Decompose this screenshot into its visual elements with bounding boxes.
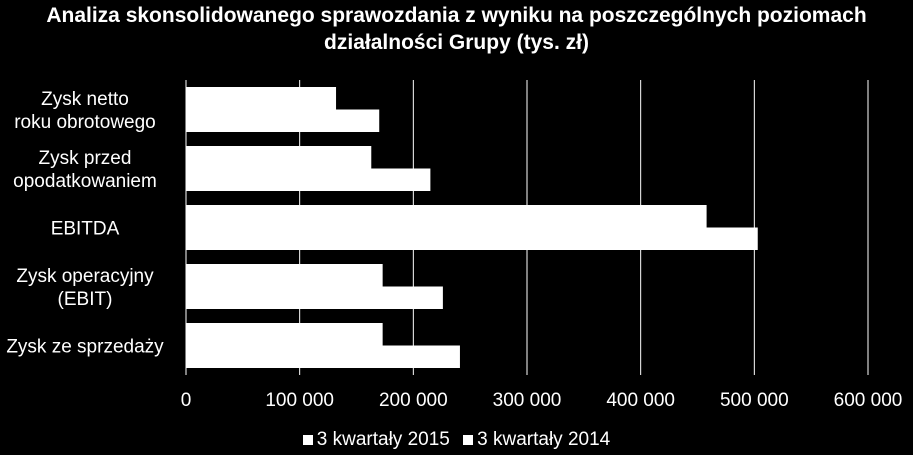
- legend-swatch-2015: [302, 435, 313, 445]
- bar-2-series-1: [186, 227, 758, 250]
- chart-legend: 3 kwartały 2015 3 kwartały 2014: [0, 429, 913, 451]
- category-label-3: Zysk operacyjny (EBIT): [16, 266, 154, 310]
- bar-4-series-1: [186, 345, 460, 368]
- x-tick-label-2: 200 000: [379, 390, 448, 411]
- legend-item-2014: 3 kwartały 2014: [463, 429, 610, 451]
- bar-4-series-0: [186, 323, 383, 346]
- bar-chart: Zysk netto roku obrotowego Zysk przed opoda…: [6, 80, 903, 411]
- bar-1-series-1: [186, 168, 431, 191]
- x-tick-label-0: 0: [181, 390, 192, 411]
- legend-item-2015: 3 kwartały 2015: [302, 429, 450, 451]
- legend-swatch-2014: [463, 435, 474, 445]
- category-label-4: Zysk ze sprzedaży: [6, 337, 164, 358]
- bar-0-series-0: [186, 87, 337, 110]
- category-label-0: Zysk netto roku obrotowego: [14, 89, 156, 133]
- x-tick-label-4: 400 000: [606, 390, 675, 411]
- bar-2-series-0: [186, 205, 707, 228]
- x-tick-label-1: 100 000: [265, 390, 334, 411]
- category-label-2: EBITDA: [51, 219, 120, 240]
- bar-1-series-0: [186, 146, 372, 169]
- bar-3-series-0: [186, 264, 383, 287]
- x-tick-label-3: 300 000: [493, 390, 562, 411]
- x-tick-label-5: 500 000: [720, 390, 789, 411]
- bar-0-series-1: [186, 109, 380, 132]
- chart-title: Analiza skonsolidowanego sprawozdania z …: [46, 4, 867, 54]
- legend-label-2015: 3 kwartały 2015: [316, 429, 450, 450]
- legend-label-2014: 3 kwartały 2014: [477, 429, 611, 450]
- x-tick-label-6: 600 000: [834, 390, 903, 411]
- category-label-1: Zysk przed opodatkowaniem: [13, 148, 157, 192]
- bar-3-series-1: [186, 286, 443, 309]
